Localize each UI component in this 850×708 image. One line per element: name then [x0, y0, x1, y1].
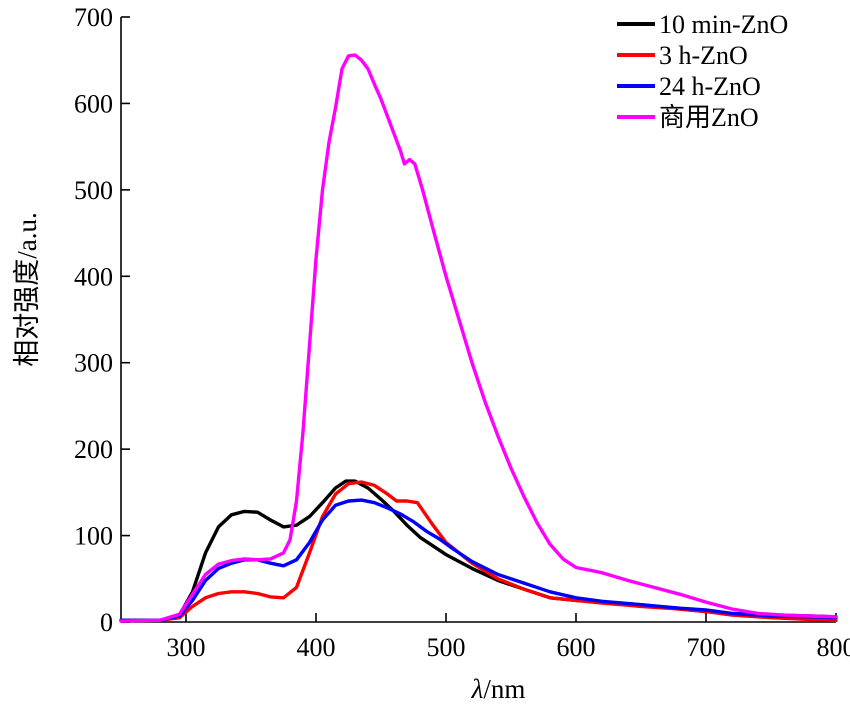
x-axis-title: λ/nm	[471, 674, 526, 704]
y-axis-title: 相对强度/a.u.	[12, 212, 42, 367]
series-line-1	[119, 480, 838, 622]
y-tick-label: 400	[74, 262, 113, 291]
x-axis-title-symbol: λ	[471, 674, 484, 704]
x-tick-label: 400	[297, 633, 336, 662]
legend-label: 24 h-ZnO	[659, 72, 761, 101]
y-tick-label: 100	[74, 522, 113, 551]
y-tick-label: 700	[74, 3, 113, 32]
y-tick-label: 200	[74, 435, 113, 464]
y-tick-label: 500	[74, 176, 113, 205]
x-tick-label: 300	[167, 633, 206, 662]
axes: 0 100 200 300 400 500 600 700 300 400 500 600 700 800…	[12, 3, 850, 704]
series-line-3	[119, 53, 838, 623]
y-tick-label: 600	[74, 89, 113, 118]
series-line-2	[119, 498, 838, 622]
legend-label: 10 min-ZnO	[659, 10, 788, 39]
x-tick-label: 500	[427, 633, 466, 662]
y-tick-label: 0	[100, 608, 113, 637]
legend-label: 商用ZnO	[659, 103, 759, 132]
x-axis-title-unit: /nm	[483, 674, 525, 704]
x-tick-label: 600	[557, 633, 596, 662]
series-group	[119, 53, 838, 623]
x-tick-label: 700	[687, 633, 726, 662]
series-line-0	[119, 479, 838, 622]
y-tick-label: 300	[74, 349, 113, 378]
legend-label: 3 h-ZnO	[659, 41, 748, 70]
x-tick-label: 800	[817, 633, 850, 662]
